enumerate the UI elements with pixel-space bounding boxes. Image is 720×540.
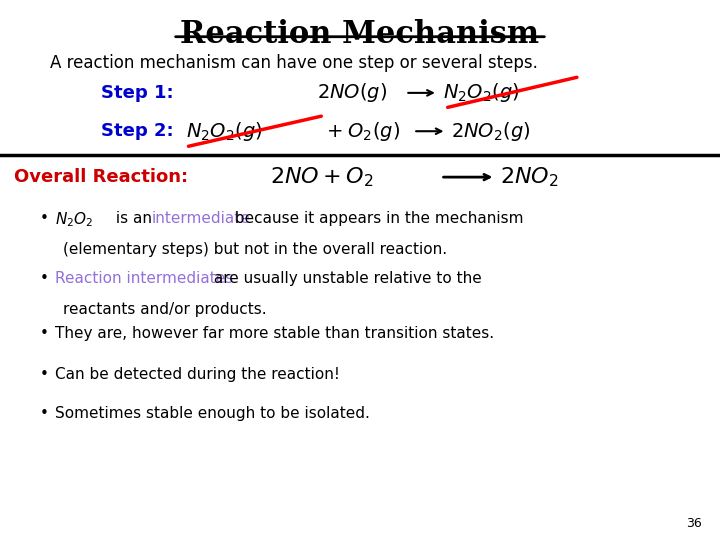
Text: because it appears in the mechanism: because it appears in the mechanism xyxy=(230,211,524,226)
Text: •: • xyxy=(40,367,48,382)
Text: 36: 36 xyxy=(686,517,702,530)
Text: •: • xyxy=(40,271,48,286)
Text: (elementary steps) but not in the overall reaction.: (elementary steps) but not in the overal… xyxy=(63,242,447,257)
Text: Reaction intermediates: Reaction intermediates xyxy=(55,271,234,286)
Text: •: • xyxy=(40,211,48,226)
Text: $N_2O_2$: $N_2O_2$ xyxy=(55,211,94,229)
Text: •: • xyxy=(40,406,48,421)
Text: is an: is an xyxy=(111,211,157,226)
Text: $N_2O_2(g)$: $N_2O_2(g)$ xyxy=(443,82,519,104)
Text: $2NO_2(g)$: $2NO_2(g)$ xyxy=(451,120,531,143)
Text: $2NO_2$: $2NO_2$ xyxy=(500,165,559,189)
Text: Reaction Mechanism: Reaction Mechanism xyxy=(181,19,539,50)
Text: reactants and/or products.: reactants and/or products. xyxy=(63,302,266,318)
Text: $2NO(g)$: $2NO(g)$ xyxy=(317,82,387,104)
Text: $+ \; O_2(g)$: $+ \; O_2(g)$ xyxy=(326,120,400,143)
Text: Step 1:: Step 1: xyxy=(101,84,174,102)
Text: are usually unstable relative to the: are usually unstable relative to the xyxy=(209,271,482,286)
Text: Can be detected during the reaction!: Can be detected during the reaction! xyxy=(55,367,341,382)
Text: Step 2:: Step 2: xyxy=(101,122,174,140)
Text: Overall Reaction:: Overall Reaction: xyxy=(14,168,189,186)
Text: $N_2O_2(g)$: $N_2O_2(g)$ xyxy=(186,120,262,143)
Text: Sometimes stable enough to be isolated.: Sometimes stable enough to be isolated. xyxy=(55,406,370,421)
Text: $2NO + O_2$: $2NO + O_2$ xyxy=(270,165,374,189)
Text: •: • xyxy=(40,326,48,341)
Text: They are, however far more stable than transition states.: They are, however far more stable than t… xyxy=(55,326,495,341)
Text: intermediate: intermediate xyxy=(151,211,250,226)
Text: A reaction mechanism can have one step or several steps.: A reaction mechanism can have one step o… xyxy=(50,54,539,72)
